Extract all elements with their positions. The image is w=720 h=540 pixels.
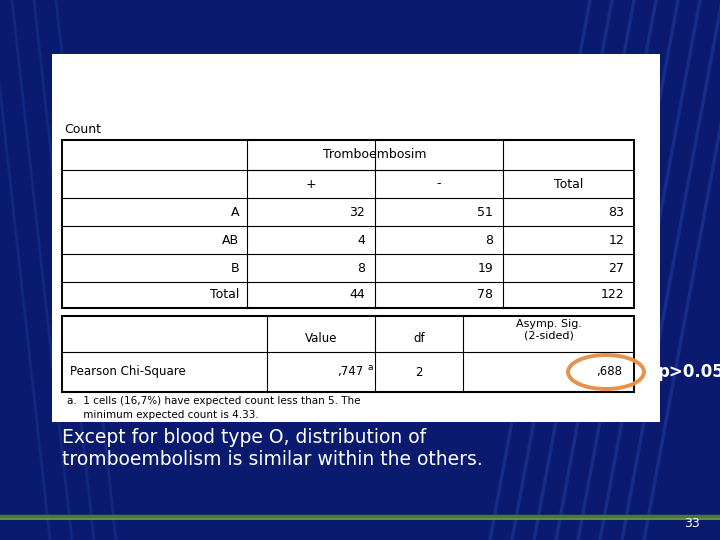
Text: 83: 83 bbox=[608, 206, 624, 219]
Text: AB: AB bbox=[222, 233, 239, 246]
Text: 51: 51 bbox=[477, 206, 493, 219]
Text: Total: Total bbox=[210, 288, 239, 301]
Text: 2: 2 bbox=[415, 366, 423, 379]
Bar bbox=[52, 54, 660, 422]
Text: 19: 19 bbox=[477, 261, 493, 274]
Text: Asymp. Sig.
(2-sided): Asymp. Sig. (2-sided) bbox=[516, 319, 582, 341]
Text: 27: 27 bbox=[608, 261, 624, 274]
Text: 32: 32 bbox=[349, 206, 365, 219]
Text: 8: 8 bbox=[485, 233, 493, 246]
Text: Count: Count bbox=[64, 123, 101, 136]
Text: -: - bbox=[437, 178, 441, 191]
Text: a: a bbox=[367, 362, 372, 372]
Text: A: A bbox=[230, 206, 239, 219]
Text: 78: 78 bbox=[477, 288, 493, 301]
Text: Tromboembosim: Tromboembosim bbox=[323, 148, 427, 161]
Text: Except for blood type O, distribution of: Except for blood type O, distribution of bbox=[62, 428, 426, 447]
Text: Pearson Chi-Square: Pearson Chi-Square bbox=[70, 366, 186, 379]
Text: a.  1 cells (16,7%) have expected count less than 5. The: a. 1 cells (16,7%) have expected count l… bbox=[67, 396, 361, 406]
Text: 8: 8 bbox=[357, 261, 365, 274]
Text: B: B bbox=[230, 261, 239, 274]
Text: ,747: ,747 bbox=[337, 366, 363, 379]
Text: p>0.05: p>0.05 bbox=[658, 363, 720, 381]
Text: Total: Total bbox=[554, 178, 583, 191]
Text: 33: 33 bbox=[684, 517, 700, 530]
Text: +: + bbox=[306, 178, 316, 191]
Bar bbox=[62, 316, 634, 392]
Bar bbox=[62, 140, 634, 308]
Text: 44: 44 bbox=[349, 288, 365, 301]
Text: minimum expected count is 4.33.: minimum expected count is 4.33. bbox=[67, 410, 258, 420]
Text: 4: 4 bbox=[357, 233, 365, 246]
Text: 12: 12 bbox=[608, 233, 624, 246]
Text: tromboembolism is similar within the others.: tromboembolism is similar within the oth… bbox=[62, 450, 482, 469]
Text: ,688: ,688 bbox=[596, 366, 622, 379]
Text: Value: Value bbox=[305, 332, 337, 345]
Text: df: df bbox=[413, 332, 425, 345]
Text: 122: 122 bbox=[600, 288, 624, 301]
